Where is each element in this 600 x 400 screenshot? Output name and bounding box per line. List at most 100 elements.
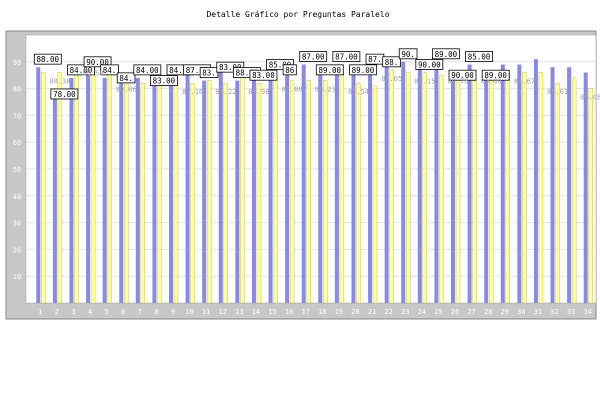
x-tick-label: 19 [335,308,343,316]
x-tick-label: 32 [550,308,558,316]
bar-series-1 [401,61,406,303]
plain-value-label: 80.38 [49,78,70,86]
y-tick-label: 10 [13,273,21,281]
boxed-value-label: 88.00 [33,53,62,65]
plain-value-label: 80.06 [116,86,137,94]
y-tick-label: 40 [13,193,21,201]
boxed-value-label: 89.00 [315,64,344,76]
x-tick-label: 29 [501,308,509,316]
y-tick-label: 60 [13,139,21,147]
x-tick-label: 17 [301,308,309,316]
bar-series-1 [467,64,472,303]
y-tick-label: 20 [13,246,21,254]
bar-series-1 [550,67,555,303]
x-tick-label: 15 [268,308,276,316]
x-tick-label: 18 [318,308,326,316]
y-axis-ticks: 10 20 30 40 50 60 70 80 90 [13,59,21,281]
svg-text:88.00: 88.00 [236,69,259,78]
bar-series-2 [439,74,444,304]
x-tick-label: 31 [534,308,542,316]
bar-series-2 [173,83,179,304]
svg-text:85.00: 85.00 [468,52,491,61]
bar-series-1 [351,69,356,303]
boxed-value-label: 86 [282,64,297,76]
bar-series-1 [218,67,223,303]
plain-value-label: 83.00 [481,78,502,86]
bar-series-2 [522,72,527,304]
svg-text:86: 86 [285,66,295,75]
boxed-value-label: 90. [398,48,418,60]
y-tick-label: 80 [13,86,21,94]
bar-series-1 [285,69,290,303]
plain-value-label: 82.08 [282,86,303,94]
bar-series-2 [372,85,378,304]
bar-series-2 [538,72,544,304]
bar-series-1 [36,67,41,303]
boxed-value-label: 90.00 [83,56,112,68]
x-tick-label: 28 [484,308,492,316]
bar-series-2 [240,77,245,304]
bar-series-2 [389,69,394,304]
plain-value-label: 85.01 [547,88,568,96]
x-tick-label: 8 [154,308,158,316]
x-tick-label: 22 [384,308,392,316]
x-tick-label: 23 [401,308,409,316]
svg-text:90.00: 90.00 [418,60,441,69]
svg-text:89.00: 89.00 [319,66,342,75]
bar-series-2 [306,80,311,304]
x-tick-label: 26 [451,308,459,316]
x-tick-label: 6 [121,308,125,316]
bar-series-1 [484,75,489,303]
bar-series-1 [235,80,240,303]
x-tick-label: 3 [71,308,75,316]
bar-series-2 [571,77,577,304]
svg-text:84.00: 84.00 [136,66,159,75]
boxed-value-label: 90.00 [448,69,477,81]
boxed-value-label: 84. [116,72,136,84]
svg-text:83.00: 83.00 [252,71,275,80]
bar-series-1 [533,59,538,304]
boxed-value-label: 90.00 [415,59,444,70]
plain-value-label: 86.21 [315,86,336,94]
plain-value-label: 84.67 [514,78,535,86]
boxed-value-label: 88. [382,56,401,68]
bar-series-1 [52,93,57,304]
svg-text:83.: 83. [202,69,216,78]
bar-series-1 [86,61,91,303]
x-tick-label: 16 [285,308,293,316]
svg-text:87.: 87. [368,55,382,64]
boxed-value-label: 84. [100,64,119,76]
bar-series-1 [567,67,572,303]
bar-series-2 [455,72,461,304]
bar-series-1 [384,61,389,303]
boxed-value-label: 87. [365,53,385,65]
bar-series-2 [323,80,328,304]
svg-text:90.00: 90.00 [451,71,474,80]
boxed-value-label: 85.00 [465,51,493,62]
bar-series-2 [406,72,411,304]
plain-value-label: 84.22 [215,88,236,96]
bar-series-1 [185,69,190,303]
chart-title: Detalle Gráfico por Preguntas Paralelo [206,10,389,19]
bar-series-2 [107,72,112,304]
bar-series-1 [202,80,207,303]
bar-series-2 [206,80,212,304]
bar-series-2 [124,80,129,304]
x-tick-label: 11 [202,308,210,316]
y-tick-label: 50 [13,166,21,174]
x-tick-label: 33 [567,308,575,316]
bar-series-1 [301,64,306,303]
bar-series-1 [434,61,439,303]
svg-text:78.00: 78.00 [53,90,76,99]
svg-text:89.00: 89.00 [435,50,458,59]
plain-value-label: 86.08 [580,94,600,102]
x-tick-label: 5 [105,308,109,316]
bar-series-2 [190,83,195,304]
bar-series-2 [505,72,510,304]
bar-series-1 [102,77,107,303]
x-tick-label: 21 [368,308,376,316]
svg-text:87.00: 87.00 [335,52,358,61]
x-tick-label: 1 [38,308,42,316]
bar-series-2 [140,83,146,304]
